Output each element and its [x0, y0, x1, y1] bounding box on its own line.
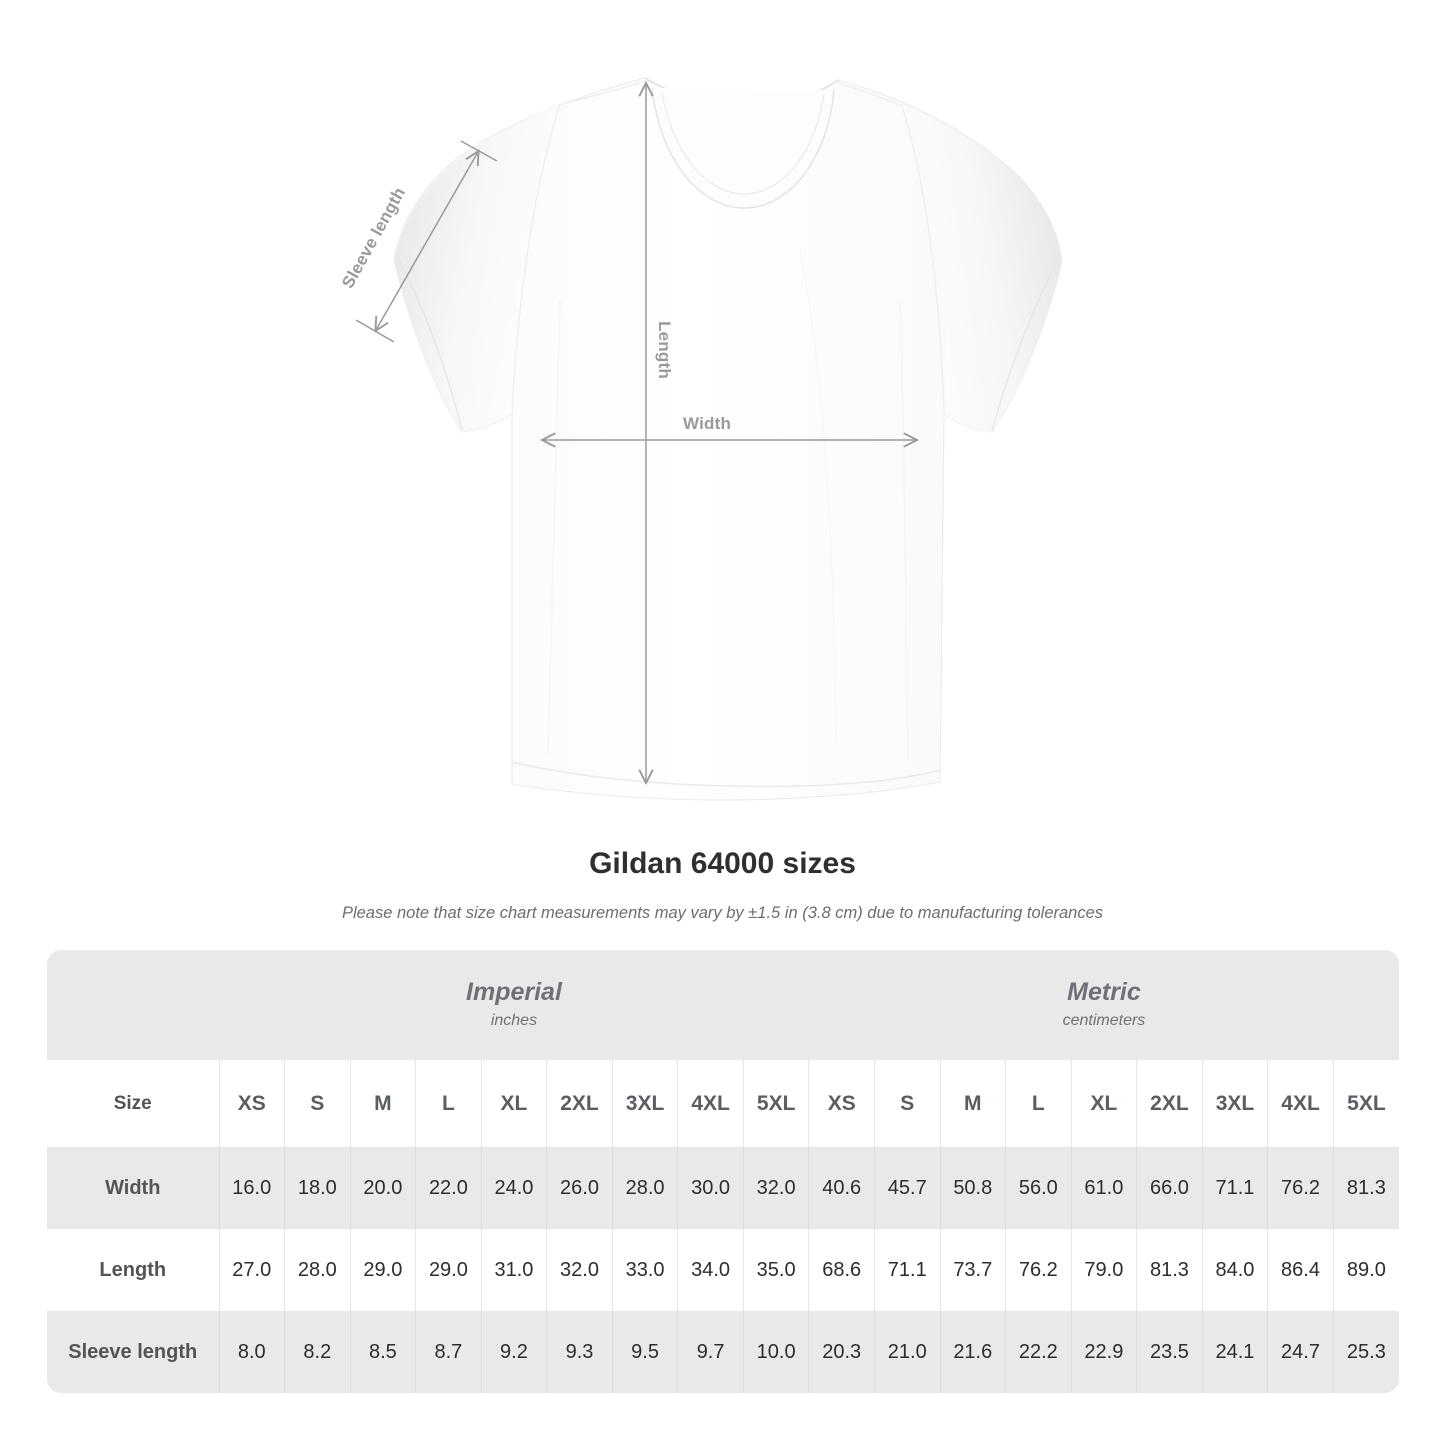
size-header-cell: 4XL: [677, 1060, 744, 1147]
size-header-row: Size XS S M L XL 2XL 3XL 4XL 5XL XS S M L XL 2XL 3XL 4XL…: [47, 1060, 1399, 1147]
table-cell: 61.0: [1070, 1147, 1137, 1229]
table-cell: 29.0: [415, 1229, 482, 1311]
table-row-length: Length 27.0 28.0 29.0 29.0 31.0 32.0 33.0 34.0 3…: [47, 1229, 1399, 1311]
table-cell: 73.7: [939, 1229, 1006, 1311]
table-cell: 29.0: [349, 1229, 416, 1311]
tshirt-diagram: Sleeve length Length Width: [338, 77, 1063, 801]
table-cell: 26.0: [546, 1147, 613, 1229]
group-header-spacer: [47, 950, 219, 1060]
sleeve-length-measure-arrow: [355, 140, 498, 343]
table-cell: 20.3: [808, 1311, 875, 1393]
page-title: Gildan 64000 sizes: [589, 847, 856, 880]
size-header-cell: 2XL: [1136, 1060, 1203, 1147]
table-cell: 24.1: [1201, 1311, 1268, 1393]
table-cell: 21.6: [939, 1311, 1006, 1393]
table-cell: 28.0: [611, 1147, 678, 1229]
size-header-cell: M: [349, 1060, 416, 1147]
table-cell: 9.5: [611, 1311, 678, 1393]
table-cell: 28.0: [284, 1229, 351, 1311]
table-cell: 22.2: [1005, 1311, 1072, 1393]
table-cell: 10.0: [742, 1311, 809, 1393]
table-cell: 81.3: [1136, 1229, 1203, 1311]
size-header-cell: XL: [1070, 1060, 1137, 1147]
table-cell: 22.9: [1070, 1311, 1137, 1393]
table-cell: 66.0: [1136, 1147, 1203, 1229]
table-cell: 45.7: [873, 1147, 941, 1229]
group-subtitle-metric: centimeters: [1062, 1011, 1146, 1029]
table-corner-label: Size: [47, 1060, 219, 1147]
table-cell: 9.7: [677, 1311, 744, 1393]
size-chart-table: Imperial inches Metric centimeters Size …: [47, 950, 1399, 1393]
table-cell: 71.1: [873, 1229, 941, 1311]
table-cell: 27.0: [218, 1229, 285, 1311]
table-cell: 32.0: [742, 1147, 809, 1229]
table-cell: 8.5: [349, 1311, 416, 1393]
group-header-imperial: Imperial inches: [219, 950, 809, 1060]
table-cell: 22.0: [415, 1147, 482, 1229]
table-cell: 21.0: [873, 1311, 941, 1393]
table-cell: 33.0: [611, 1229, 678, 1311]
table-cell: 25.3: [1332, 1311, 1399, 1393]
width-annotation-label: Width: [683, 414, 732, 433]
size-header-cell: 5XL: [742, 1060, 809, 1147]
size-header-cell: L: [1005, 1060, 1072, 1147]
size-header-cell: S: [873, 1060, 941, 1147]
group-title-metric: Metric: [1067, 977, 1141, 1006]
table-cell: 32.0: [546, 1229, 613, 1311]
table-cell: 31.0: [480, 1229, 547, 1311]
table-cell: 24.7: [1267, 1311, 1334, 1393]
table-cell: 16.0: [218, 1147, 285, 1229]
size-header-cell: XS: [218, 1060, 285, 1147]
size-header-cell: 2XL: [546, 1060, 613, 1147]
table-row-sleeve-length: Sleeve length 8.0 8.2 8.5 8.7 9.2 9.3 9.5 9.7 10…: [47, 1311, 1399, 1393]
table-cell: 56.0: [1005, 1147, 1072, 1229]
table-cell: 79.0: [1070, 1229, 1137, 1311]
size-header-cell: 3XL: [611, 1060, 678, 1147]
table-cell: 76.2: [1267, 1147, 1334, 1229]
size-header-cell: 3XL: [1201, 1060, 1268, 1147]
table-cell: 86.4: [1267, 1229, 1334, 1311]
table-cell: 34.0: [677, 1229, 744, 1311]
table-cell: 9.2: [480, 1311, 547, 1393]
table-cell: 8.2: [284, 1311, 351, 1393]
table-cell: 40.6: [808, 1147, 875, 1229]
size-header-cell: XL: [480, 1060, 547, 1147]
size-header-cell: M: [939, 1060, 1006, 1147]
shirt-body-shape: [393, 77, 1063, 801]
group-title-imperial: Imperial: [466, 977, 562, 1006]
length-annotation-label: Length: [654, 321, 674, 379]
table-cell: 20.0: [349, 1147, 416, 1229]
table-cell: 9.3: [546, 1311, 613, 1393]
table-cell: 8.0: [218, 1311, 285, 1393]
table-cell: 35.0: [742, 1229, 809, 1311]
table-cell: 8.7: [415, 1311, 482, 1393]
tolerance-note: Please note that size chart measurements…: [341, 904, 1104, 922]
table-cell: 30.0: [677, 1147, 744, 1229]
row-label-length: Length: [47, 1229, 219, 1311]
group-subtitle-imperial: inches: [490, 1011, 538, 1029]
table-cell: 50.8: [939, 1147, 1006, 1229]
table-cell: 71.1: [1201, 1147, 1268, 1229]
row-label-sleeve-length: Sleeve length: [47, 1311, 219, 1393]
table-cell: 68.6: [808, 1229, 875, 1311]
table-cell: 24.0: [480, 1147, 547, 1229]
row-label-width: Width: [47, 1147, 219, 1229]
size-header-cell: XS: [808, 1060, 875, 1147]
table-cell: 76.2: [1005, 1229, 1072, 1311]
chart-heading-block: Gildan 64000 sizes Please note that size…: [0, 845, 1445, 924]
size-header-cell: L: [415, 1060, 482, 1147]
group-header-metric: Metric centimeters: [808, 950, 1399, 1060]
size-header-cell: S: [284, 1060, 351, 1147]
unit-group-header-row: Imperial inches Metric centimeters: [47, 950, 1399, 1060]
size-header-cell: 4XL: [1267, 1060, 1334, 1147]
tshirt-illustration: [355, 77, 1063, 801]
table-cell: 81.3: [1332, 1147, 1399, 1229]
table-cell: 89.0: [1332, 1229, 1399, 1311]
table-cell: 23.5: [1136, 1311, 1203, 1393]
size-header-cell: 5XL: [1332, 1060, 1399, 1147]
table-row-width: Width 16.0 18.0 20.0 22.0 24.0 26.0 28.0 30.0 32…: [47, 1147, 1399, 1229]
table-cell: 18.0: [284, 1147, 351, 1229]
table-cell: 84.0: [1201, 1229, 1268, 1311]
size-chart-table-wrapper: Imperial inches Metric centimeters Size …: [47, 950, 1399, 1393]
